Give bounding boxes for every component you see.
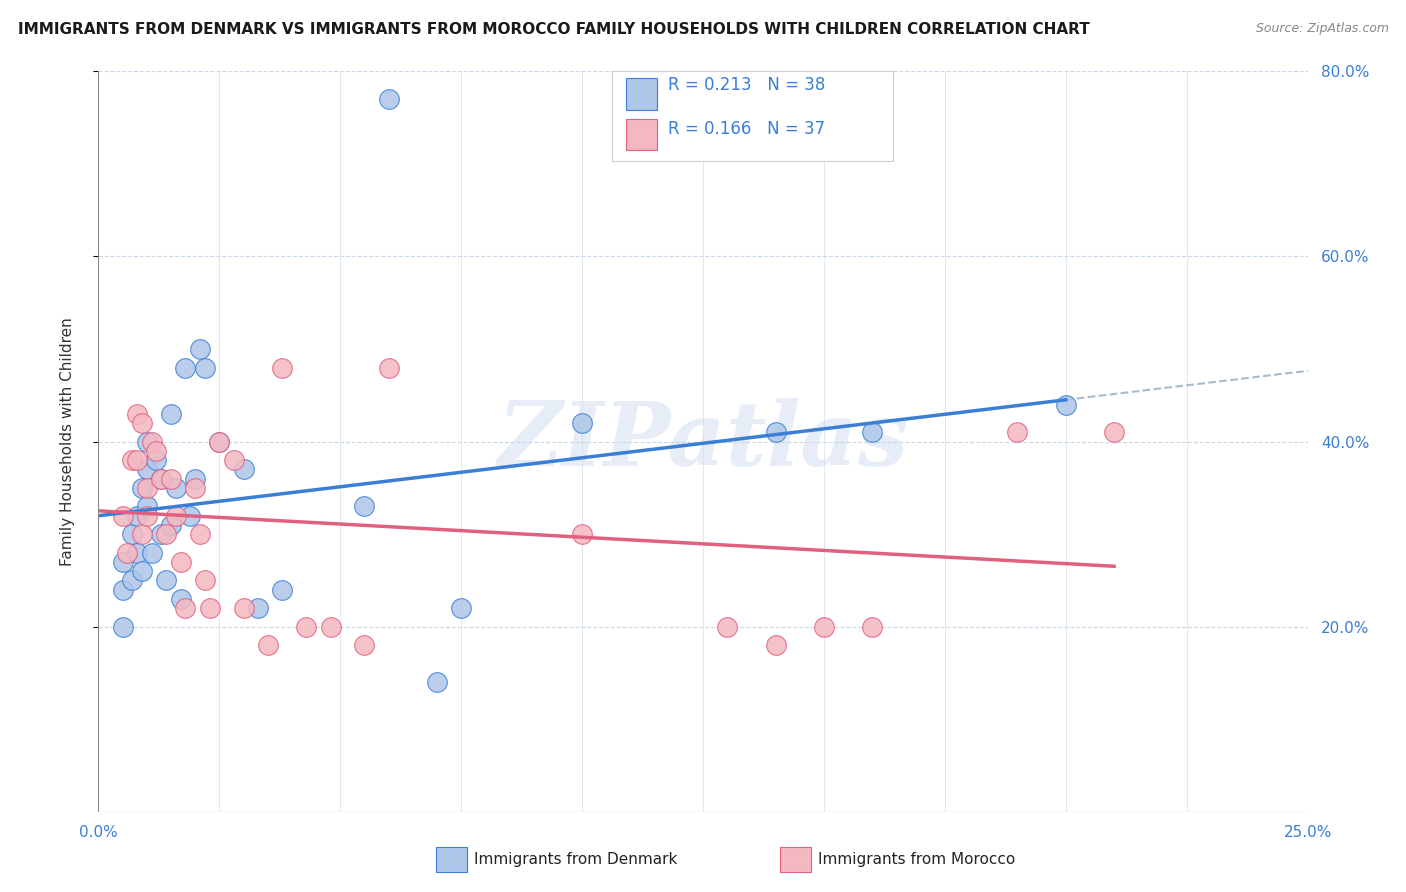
Point — [1054, 398, 1077, 412]
Point — [179, 508, 201, 523]
Point — [135, 434, 157, 449]
Point — [813, 619, 835, 633]
Point — [127, 453, 149, 467]
Point — [111, 619, 134, 633]
Point — [169, 555, 191, 569]
Point — [150, 472, 173, 486]
Point — [188, 342, 211, 356]
Point — [271, 360, 294, 375]
Point — [222, 453, 245, 467]
Point — [169, 591, 191, 606]
Point — [121, 527, 143, 541]
Point — [295, 619, 318, 633]
Text: Immigrants from Morocco: Immigrants from Morocco — [818, 853, 1015, 867]
Point — [184, 472, 207, 486]
Point — [232, 601, 254, 615]
Point — [150, 527, 173, 541]
Point — [150, 472, 173, 486]
Point — [131, 481, 153, 495]
Point — [571, 416, 593, 430]
Text: Immigrants from Denmark: Immigrants from Denmark — [474, 853, 678, 867]
Text: R = 0.213   N = 38: R = 0.213 N = 38 — [668, 76, 825, 94]
Point — [160, 472, 183, 486]
Point — [450, 601, 472, 615]
Point — [121, 574, 143, 588]
Point — [208, 434, 231, 449]
Point — [247, 601, 270, 615]
Point — [716, 619, 738, 633]
Point — [155, 527, 177, 541]
Point — [111, 555, 134, 569]
Y-axis label: Family Households with Children: Family Households with Children — [60, 318, 75, 566]
Point — [256, 638, 278, 652]
Point — [426, 675, 449, 690]
Point — [127, 407, 149, 421]
Point — [135, 508, 157, 523]
Point — [145, 453, 167, 467]
Point — [174, 360, 197, 375]
Point — [160, 517, 183, 532]
Point — [121, 453, 143, 467]
Point — [860, 425, 883, 440]
Point — [232, 462, 254, 476]
Text: ZIPatlas: ZIPatlas — [498, 399, 908, 484]
Text: R = 0.166   N = 37: R = 0.166 N = 37 — [668, 120, 825, 138]
Point — [117, 545, 139, 560]
Point — [155, 574, 177, 588]
Point — [765, 425, 787, 440]
Point — [145, 443, 167, 458]
Point — [141, 545, 163, 560]
Point — [377, 360, 399, 375]
Point — [135, 462, 157, 476]
Point — [271, 582, 294, 597]
Point — [571, 527, 593, 541]
Point — [131, 564, 153, 578]
Point — [377, 92, 399, 106]
Point — [353, 500, 375, 514]
Point — [127, 508, 149, 523]
Point — [174, 601, 197, 615]
Point — [319, 619, 342, 633]
Point — [1007, 425, 1029, 440]
Point — [765, 638, 787, 652]
Point — [860, 619, 883, 633]
Point — [194, 360, 217, 375]
Point — [184, 481, 207, 495]
Point — [165, 508, 187, 523]
Point — [1102, 425, 1125, 440]
Point — [135, 500, 157, 514]
Point — [198, 601, 221, 615]
Point — [188, 527, 211, 541]
Point — [127, 545, 149, 560]
Point — [141, 434, 163, 449]
Point — [160, 407, 183, 421]
Point — [208, 434, 231, 449]
Point — [165, 481, 187, 495]
Point — [111, 508, 134, 523]
Point — [131, 527, 153, 541]
Text: Source: ZipAtlas.com: Source: ZipAtlas.com — [1256, 22, 1389, 36]
Point — [111, 582, 134, 597]
Point — [194, 574, 217, 588]
Text: IMMIGRANTS FROM DENMARK VS IMMIGRANTS FROM MOROCCO FAMILY HOUSEHOLDS WITH CHILDR: IMMIGRANTS FROM DENMARK VS IMMIGRANTS FR… — [18, 22, 1090, 37]
Point — [131, 416, 153, 430]
Point — [135, 481, 157, 495]
Point — [353, 638, 375, 652]
